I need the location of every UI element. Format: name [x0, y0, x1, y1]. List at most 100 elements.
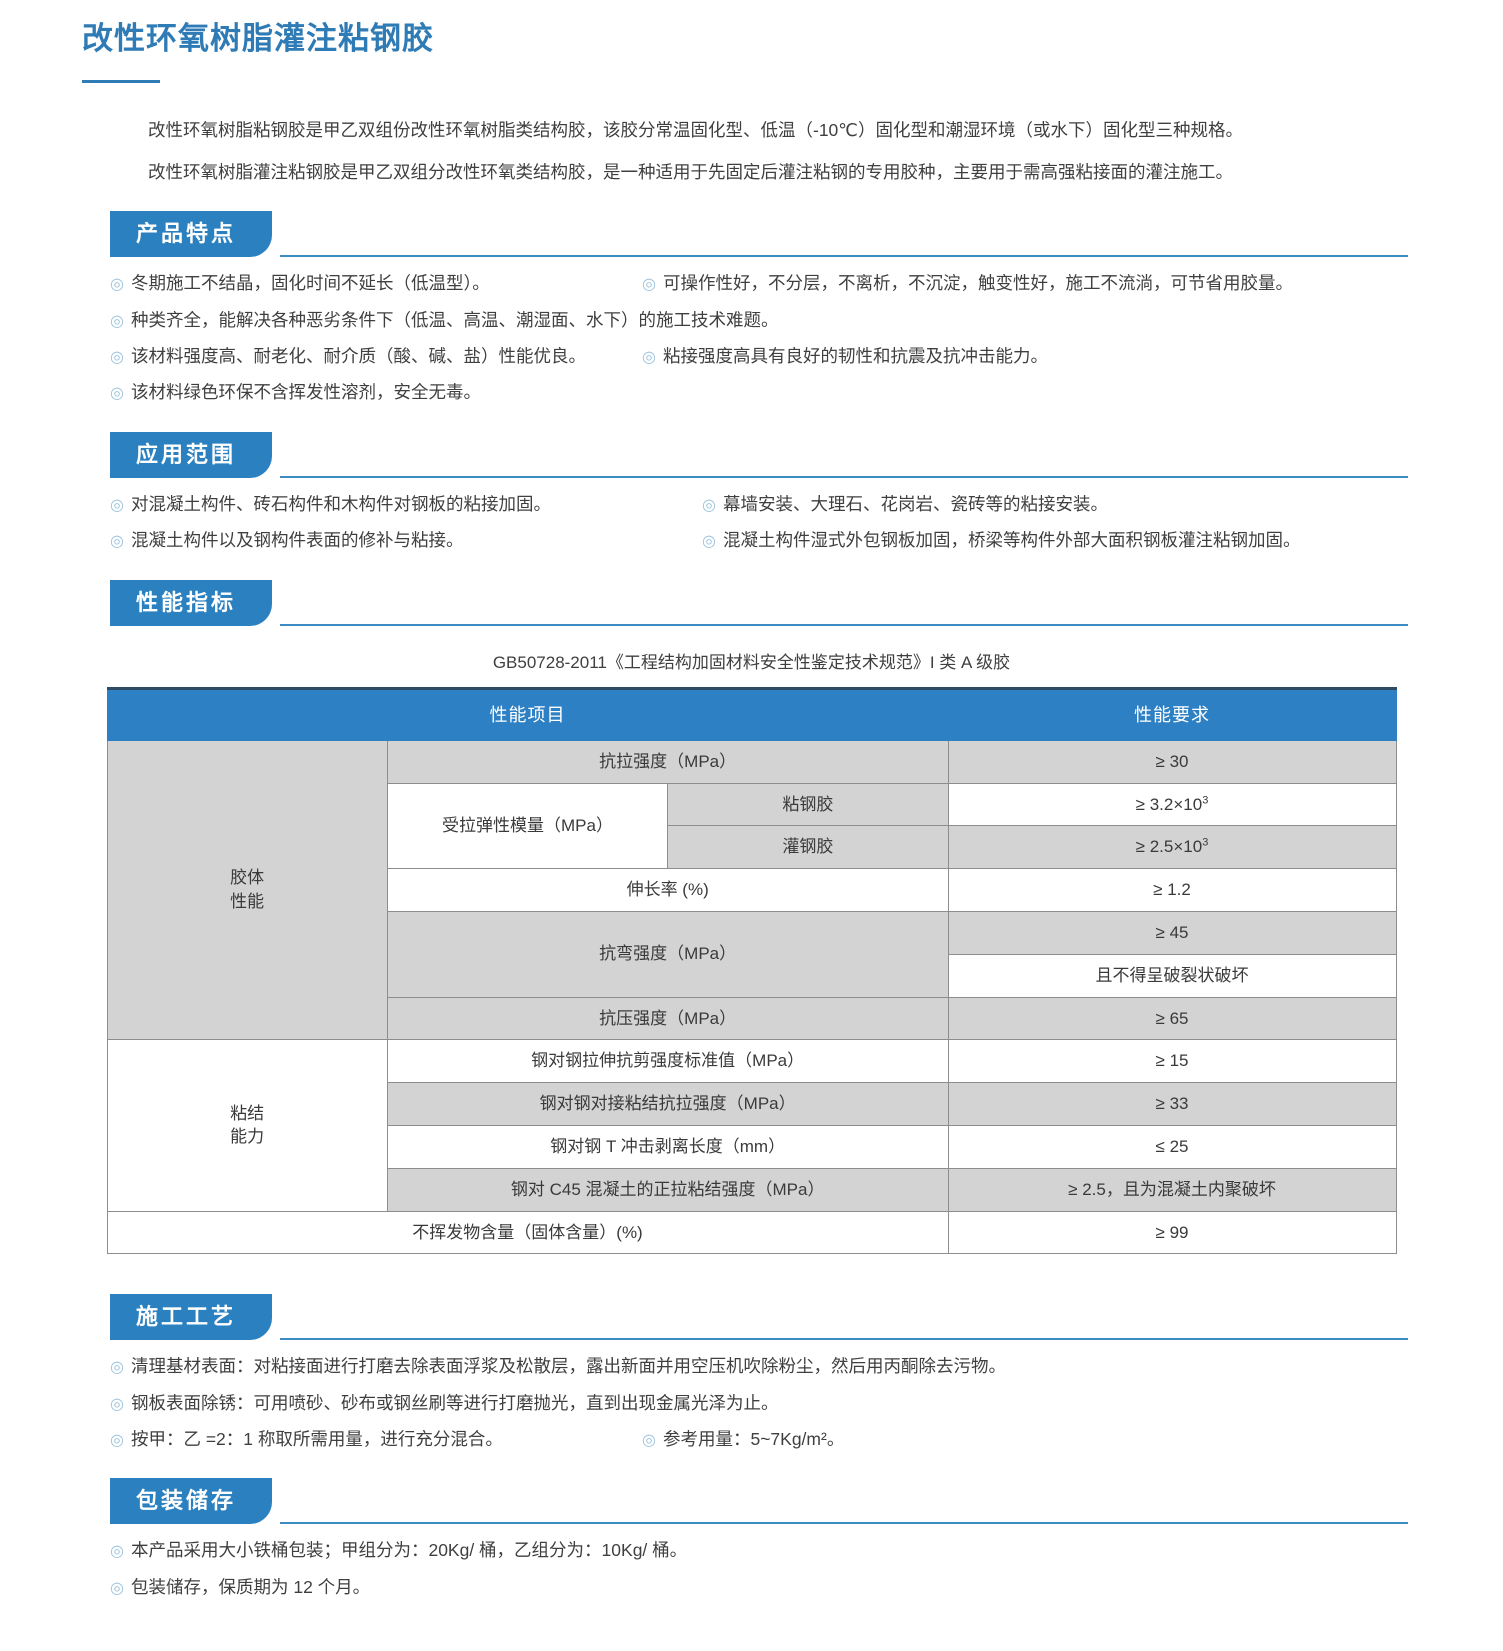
group-label-line-1: 粘结 — [230, 1103, 265, 1123]
cell-requirement: ≥ 3.2×103 — [947, 782, 1397, 827]
section-tab-packaging: 包装储存 — [110, 1478, 272, 1525]
table-header-row: 性能项目 性能要求 — [106, 689, 1397, 741]
feature-text-5: 粘接强度高具有良好的韧性和抗震及抗冲击能力。 — [662, 346, 1048, 367]
application-item-4: ◎ 混凝土构件湿式外包钢板加固，桥梁等构件外部大面积钢板灌注粘钢加固。 — [702, 528, 1408, 553]
section-rule-performance — [280, 623, 1408, 626]
feature-text-2: 可操作性好，不分层，不离析，不沉淀，触变性好，施工不流淌，可节省用胶量。 — [662, 273, 1293, 294]
bullet-icon: ◎ — [110, 312, 124, 330]
list-item: ◎ 对混凝土构件、砖石构件和木构件对钢板的粘接加固。 ◎ 幕墙安装、大理石、花岗… — [110, 492, 1408, 517]
bullet-icon: ◎ — [110, 1395, 124, 1413]
col-header-requirement: 性能要求 — [947, 689, 1397, 741]
group-label-line-2: 性能 — [230, 892, 265, 912]
table-row: 钢对钢对接粘结抗拉强度（MPa） ≥ 33 — [107, 1082, 1397, 1126]
table-row: 胶体 性能 抗拉强度（MPa） ≥ 30 — [106, 739, 1397, 1041]
group-label-line-1: 胶体 — [230, 868, 265, 888]
cell-requirement: ≥ 65 — [947, 996, 1397, 1041]
bullet-icon: ◎ — [702, 496, 716, 514]
cell-requirement: 且不得呈破裂状破坏 — [947, 953, 1397, 998]
feature-item-3: ◎ 种类齐全，能解决各种恶劣条件下（低温、高温、潮湿面、水下）的施工技术难题。 — [110, 308, 1408, 333]
feature-text-3: 种类齐全，能解决各种恶劣条件下（低温、高温、潮湿面、水下）的施工技术难题。 — [130, 309, 779, 330]
application-item-2: ◎ 幕墙安装、大理石、花岗岩、瓷砖等的粘接安装。 — [702, 492, 1408, 517]
bottom-spacer — [0, 1611, 1503, 1651]
row-group-label-adhesive-body: 胶体 性能 — [106, 739, 388, 1041]
bullet-icon: ◎ — [642, 1432, 656, 1450]
feature-text-4: 该材料强度高、耐老化、耐介质（酸、碱、盐）性能优良。 — [130, 346, 586, 367]
section-title-packaging: 包装储存 — [136, 1488, 237, 1514]
bullet-icon: ◎ — [110, 496, 124, 514]
table-row: 钢对钢 T 冲击剥离长度（mm） ≤ 25 — [107, 1124, 1397, 1169]
cell-item: 钢对钢拉伸抗剪强度标准值（MPa） — [386, 1039, 949, 1084]
cell-requirement: ≥ 1.2 — [947, 868, 1397, 912]
standard-caption: GB50728-2011《工程结构加固材料安全性鉴定技术规范》I 类 A 级胶 — [492, 652, 1011, 672]
section-header-packaging: 包装储存 — [110, 1478, 1408, 1525]
bullet-icon: ◎ — [110, 1543, 124, 1561]
spec-table: 性能项目 性能要求 胶体 性能 抗拉强度（MPa） ≥ 30 受拉弹 — [106, 689, 1397, 1255]
section-rule-packaging — [280, 1522, 1408, 1525]
list-item: ◎ 冬期施工不结晶，固化时间不延长（低温型）。 ◎ 可操作性好，不分层，不离析，… — [110, 271, 1408, 296]
cell-requirement: ≤ 25 — [947, 1124, 1397, 1169]
process-text-4: 参考用量：5~7Kg/m²。 — [662, 1429, 845, 1450]
title-block: 改性环氧树脂灌注粘钢胶 — [0, 0, 1503, 83]
section-tab-process: 施工工艺 — [110, 1294, 272, 1341]
list-item: ◎ 清理基材表面：对粘接面进行打磨去除表面浮浆及松散层，露出新面并用空压机吹除粉… — [110, 1354, 1408, 1379]
section-header-performance: 性能指标 — [110, 579, 1408, 626]
application-item-3: ◎ 混凝土构件以及钢构件表面的修补与粘接。 — [110, 528, 702, 553]
section-application: 应用范围 ◎ 对混凝土构件、砖石构件和木构件对钢板的粘接加固。 ◎ 幕墙安装、大… — [0, 431, 1503, 554]
section-features: 产品特点 ◎ 冬期施工不结晶，固化时间不延长（低温型）。 ◎ 可操作性好，不分层… — [0, 211, 1503, 406]
application-text-1: 对混凝土构件、砖石构件和木构件对钢板的粘接加固。 — [130, 493, 551, 514]
section-tab-features: 产品特点 — [110, 211, 272, 258]
section-performance: 性能指标 GB50728-2011《工程结构加固材料安全性鉴定技术规范》I 类 … — [0, 579, 1503, 1255]
section-packaging: 包装储存 ◎ 本产品采用大小铁桶包装；甲组分为：20Kg/ 桶，乙组分为：10K… — [0, 1478, 1503, 1600]
cell-requirement: ≥ 30 — [947, 739, 1397, 784]
feature-item-4: ◎ 该材料强度高、耐老化、耐介质（酸、碱、盐）性能优良。 — [110, 344, 642, 369]
feature-item-5: ◎ 粘接强度高具有良好的韧性和抗震及抗冲击能力。 — [642, 344, 1408, 369]
spec-table-wrapper: 性能项目 性能要求 胶体 性能 抗拉强度（MPa） ≥ 30 受拉弹 — [106, 686, 1397, 1255]
list-item: ◎ 混凝土构件以及钢构件表面的修补与粘接。 ◎ 混凝土构件湿式外包钢板加固，桥梁… — [110, 528, 1408, 553]
process-item-4: ◎ 参考用量：5~7Kg/m²。 — [642, 1427, 1408, 1452]
intro-paragraph-2: 改性环氧树脂灌注粘钢胶是甲乙双组分改性环氧类结构胶，是一种适用于先固定后灌注粘钢… — [148, 162, 1233, 183]
list-item: ◎ 钢板表面除锈：可用喷砂、砂布或钢丝刷等进行打磨抛光，直到出现金属光泽为止。 — [110, 1391, 1408, 1416]
spec-table-head: 性能项目 性能要求 — [106, 689, 1397, 741]
row-group-label-bond-capacity: 粘结 能力 — [106, 1039, 388, 1212]
section-title-application: 应用范围 — [136, 441, 237, 467]
list-item: ◎ 该材料绿色环保不含挥发性溶剂，安全无毒。 — [110, 380, 1408, 405]
list-item: ◎ 按甲：乙 =2：1 称取所需用量，进行充分混合。 ◎ 参考用量：5~7Kg/… — [110, 1427, 1408, 1452]
section-process: 施工工艺 ◎ 清理基材表面：对粘接面进行打磨去除表面浮浆及松散层，露出新面并用空… — [0, 1294, 1503, 1452]
application-item-1: ◎ 对混凝土构件、砖石构件和木构件对钢板的粘接加固。 — [110, 492, 702, 517]
bullet-icon: ◎ — [110, 349, 124, 367]
list-item: ◎ 本产品采用大小铁桶包装；甲组分为：20Kg/ 桶，乙组分为：10Kg/ 桶。 — [110, 1538, 1408, 1563]
table-row: 不挥发物含量（固体含量）(%) ≥ 99 — [106, 1210, 1397, 1255]
section-title-performance: 性能指标 — [136, 589, 237, 615]
col-header-item: 性能项目 — [106, 689, 949, 741]
title-underline — [82, 79, 160, 83]
feature-item-6: ◎ 该材料绿色环保不含挥发性溶剂，安全无毒。 — [110, 380, 1408, 405]
bullet-icon: ◎ — [110, 533, 124, 551]
cell-subitem: 粘钢胶 — [667, 782, 949, 827]
cell-requirement: ≥ 33 — [947, 1082, 1397, 1126]
cell-item: 伸长率 (%) — [386, 868, 949, 912]
spec-table-body: 胶体 性能 抗拉强度（MPa） ≥ 30 受拉弹性模量（MPa） 粘钢胶 ≥ 3… — [106, 739, 1397, 1255]
packaging-text-2: 包装储存，保质期为 12 个月。 — [130, 1576, 371, 1597]
intro-block: 改性环氧树脂粘钢胶是甲乙双组份改性环氧树脂类结构胶，该胶分常温固化型、低温（-1… — [0, 117, 1503, 186]
cell-item: 受拉弹性模量（MPa） — [386, 782, 669, 870]
table-row: 灌钢胶 ≥ 2.5×103 — [107, 825, 1397, 870]
table-row: 钢对 C45 混凝土的正拉粘结强度（MPa） ≥ 2.5，且为混凝土内聚破坏 — [107, 1167, 1397, 1212]
feature-text-1: 冬期施工不结晶，固化时间不延长（低温型）。 — [130, 273, 490, 294]
table-row: 受拉弹性模量（MPa） 粘钢胶 ≥ 3.2×103 — [107, 782, 1397, 870]
application-text-2: 幕墙安装、大理石、花岗岩、瓷砖等的粘接安装。 — [722, 493, 1108, 514]
cell-requirement: ≥ 15 — [947, 1039, 1397, 1084]
cell-requirement: ≥ 45 — [947, 910, 1397, 955]
feature-item-1: ◎ 冬期施工不结晶，固化时间不延长（低温型）。 — [110, 271, 642, 296]
section-rule-features — [280, 255, 1408, 258]
section-tab-application: 应用范围 — [110, 431, 272, 478]
section-header-features: 产品特点 — [110, 211, 1408, 258]
process-text-2: 钢板表面除锈：可用喷砂、砂布或钢丝刷等进行打磨抛光，直到出现金属光泽为止。 — [130, 1392, 779, 1413]
section-tab-performance: 性能指标 — [110, 579, 272, 626]
section-header-application: 应用范围 — [110, 431, 1408, 478]
bullet-icon: ◎ — [642, 276, 656, 294]
bullet-icon: ◎ — [110, 1432, 124, 1450]
bullet-icon: ◎ — [110, 276, 124, 294]
packaging-item-1: ◎ 本产品采用大小铁桶包装；甲组分为：20Kg/ 桶，乙组分为：10Kg/ 桶。 — [110, 1538, 1408, 1563]
list-item: ◎ 包装储存，保质期为 12 个月。 — [110, 1575, 1408, 1600]
